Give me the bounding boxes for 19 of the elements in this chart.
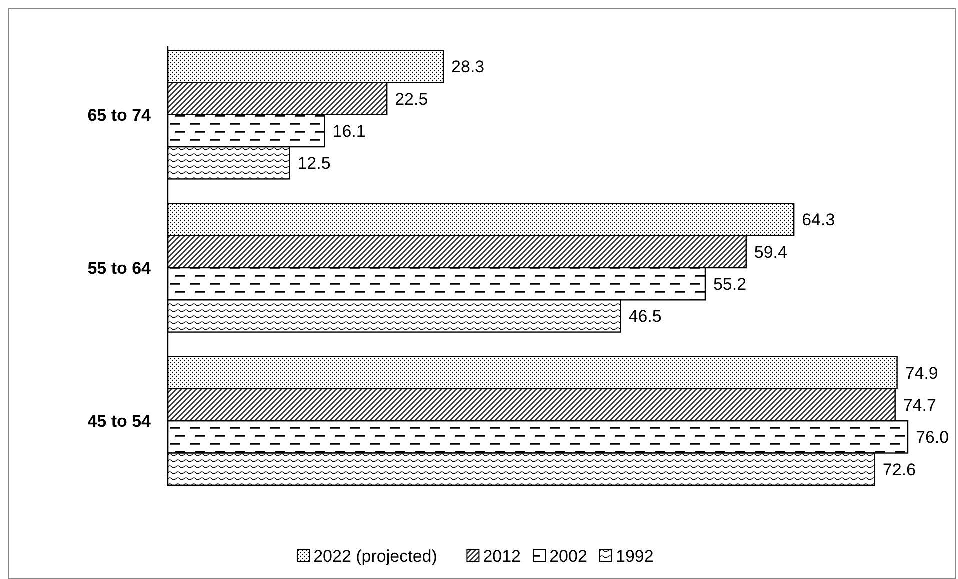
data-label: 72.6 [882,460,916,480]
legend-label: 1992 [616,546,654,566]
data-label: 28.3 [452,58,485,77]
legend-label: 2012 [483,546,522,566]
data-label: 76.0 [916,428,950,448]
legend-label: 2022 (projected) [314,546,438,566]
data-label: 16.1 [332,122,366,141]
y-tick-label: 45 to 54 [88,412,152,432]
y-tick-label: 55 to 64 [88,258,152,278]
data-label: 22.5 [395,90,428,109]
data-label: 46.5 [628,307,662,326]
data-label: 59.4 [754,242,788,262]
data-label: 64.3 [802,210,836,230]
legend-label: 2002 [550,546,588,566]
y-tick-label: 65 to 74 [88,106,152,125]
data-label: 55.2 [713,275,747,294]
data-label: 74.9 [905,364,938,383]
data-label: 12.5 [298,154,331,174]
data-label: 74.7 [903,396,936,415]
